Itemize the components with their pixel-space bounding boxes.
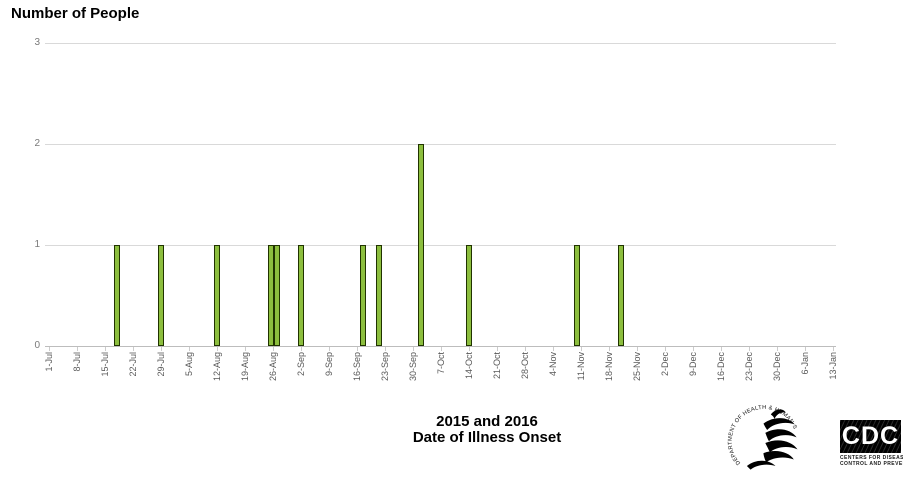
bar [466,245,472,346]
bar [418,144,424,346]
chart-title: Number of People [11,5,140,22]
gridline [45,43,836,44]
y-tick-label: 0 [34,340,40,351]
x-tick-label: 13-Jan [828,352,838,380]
x-tick [49,347,50,351]
x-tick-label: 9-Dec [688,352,698,377]
x-tick [777,347,778,351]
bar [268,245,274,346]
bar [274,245,280,346]
cdc-logo-box: CDC [840,420,901,453]
bar [376,245,382,346]
cdc-logo-caption: Centers for Disease Control and Preventi… [840,455,903,467]
caption-years: 2015 and 2016 [436,413,538,430]
x-tick [441,347,442,351]
bar [360,245,366,346]
x-tick-label: 19-Aug [240,352,250,382]
x-tick-label: 9-Sep [324,352,334,377]
x-tick-label: 18-Nov [604,352,614,382]
cdc-logo-caption-line2: Control and Prevention [840,461,903,467]
x-tick-label: 23-Sep [380,352,390,382]
plot-area: 0 1 2 3 1-Jul 8-Jul 15-Jul 22-Jul 29-Jul 5-Aug 12-… [34,37,838,382]
x-tick-label: 11-Nov [576,352,586,381]
x-tick-label: 30-Dec [772,352,782,382]
x-tick [581,347,582,351]
x-tick-label: 23-Dec [744,352,754,382]
caption-axis-label: Date of Illness Onset [412,429,562,446]
x-tick [721,347,722,351]
y-tick-label: 1 [34,239,40,250]
x-tick [245,347,246,351]
hhs-eagle-icon [746,409,798,470]
x-tick-label: 16-Sep [352,352,362,382]
x-tick-label: 22-Jul [128,352,138,377]
cdc-logo-caption-line1: Centers for Disease [840,455,903,461]
x-tick-label: 2-Sep [296,352,306,377]
bar [298,245,304,346]
x-tick-label: 12-Aug [212,352,222,382]
gridline [45,144,836,145]
gridline [45,245,836,246]
x-tick [189,347,190,351]
x-tick [385,347,386,351]
x-tick [833,347,834,351]
y-tick-label: 3 [34,37,40,48]
x-tick-label: 21-Oct [492,352,502,380]
x-tick [133,347,134,351]
cdc-logo-abbr: CDC [841,422,900,450]
x-tick-label: 16-Dec [716,352,726,382]
bar [618,245,624,346]
x-tick [77,347,78,351]
footer-logos: DEPARTMENT OF HEALTH & HUMAN SERVICES • … [720,394,903,477]
x-tick [413,347,414,351]
x-tick-label: 6-Jan [800,352,810,375]
x-tick-label: 8-Jul [72,352,82,372]
x-tick-label: 26-Aug [268,352,278,382]
x-tick-label: 29-Jul [156,352,166,377]
x-tick-label: 7-Oct [436,352,446,375]
x-axis-caption: 2015 and 2016 Date of Illness Onset [287,414,687,446]
x-tick [805,347,806,351]
bar [158,245,164,346]
x-tick [749,347,750,351]
x-tick-label: 5-Aug [184,352,194,377]
x-tick [161,347,162,351]
x-tick [665,347,666,351]
x-axis-line [45,346,836,347]
y-tick-label: 2 [34,138,40,149]
x-tick-label: 30-Sep [408,352,418,382]
x-tick-label: 15-Jul [100,352,110,377]
x-tick-label: 4-Nov [548,352,558,377]
x-tick-label: 14-Oct [464,352,474,380]
x-tick-label: 28-Oct [520,352,530,380]
x-tick [273,347,274,351]
x-tick [637,347,638,351]
x-tick [329,347,330,351]
x-tick [217,347,218,351]
x-tick [553,347,554,351]
x-tick [497,347,498,351]
bar [114,245,120,346]
bar [214,245,220,346]
x-tick [469,347,470,351]
x-tick [357,347,358,351]
bar [574,245,580,346]
x-tick-label: 1-Jul [44,352,54,372]
x-tick [105,347,106,351]
x-tick [693,347,694,351]
x-tick [609,347,610,351]
x-tick [301,347,302,351]
x-tick [525,347,526,351]
cdc-logo: CDC Centers for Disease Control and Prev… [840,420,903,467]
x-tick-label: 25-Nov [632,352,642,382]
x-tick-label: 2-Dec [660,352,670,377]
hhs-logo: DEPARTMENT OF HEALTH & HUMAN SERVICES • … [722,396,798,470]
